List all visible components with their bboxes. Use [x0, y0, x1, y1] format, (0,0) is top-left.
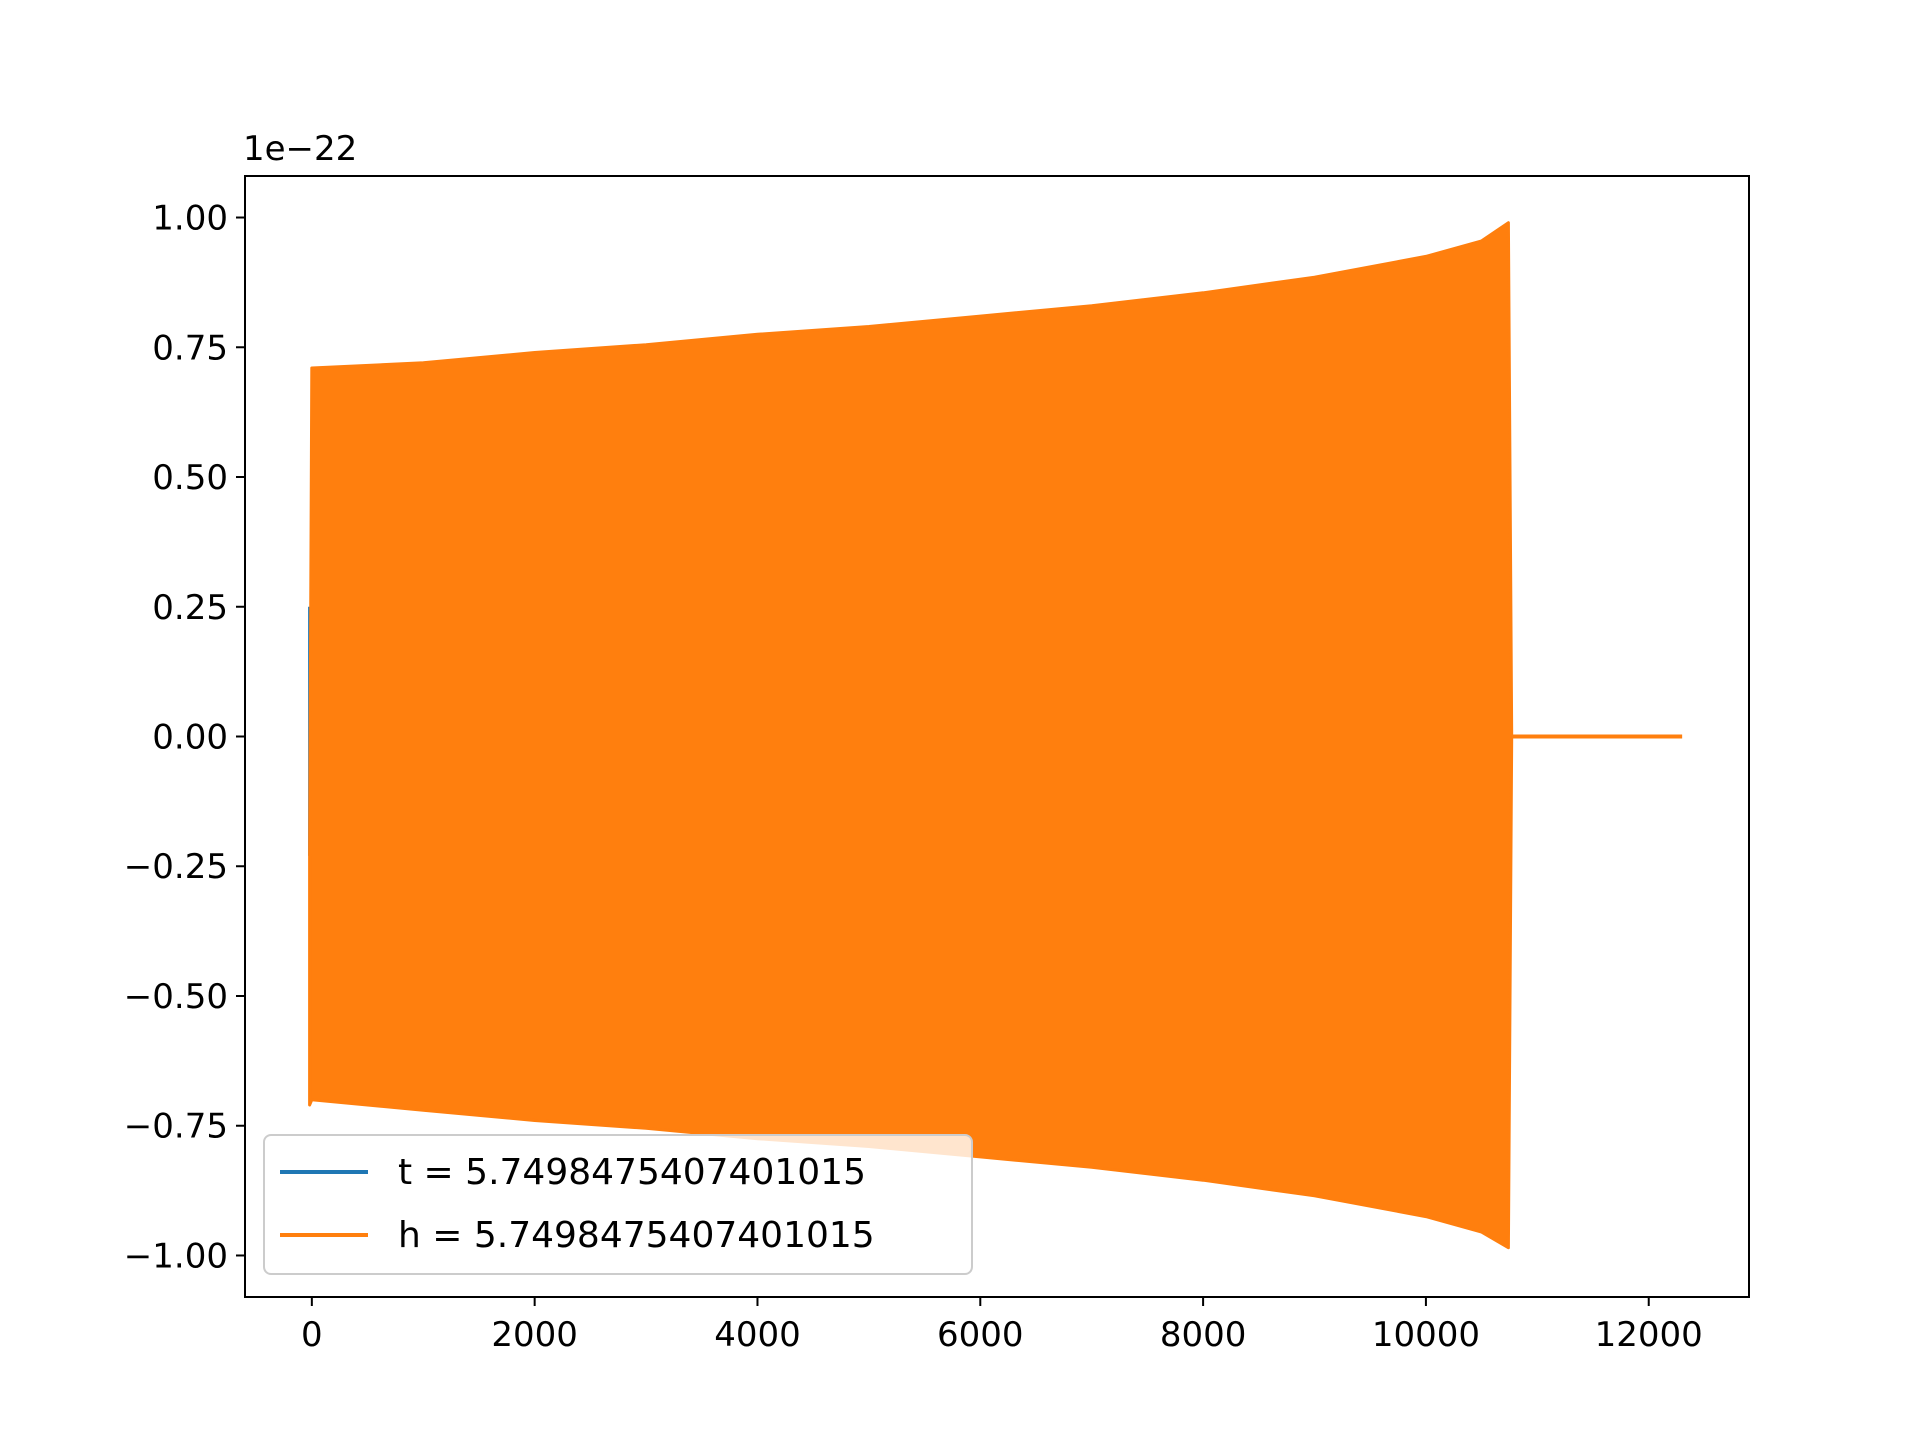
y-tick-label: 0.25: [152, 588, 228, 628]
y-tick-label: 0.50: [152, 458, 228, 498]
x-tick-label: 12000: [1595, 1315, 1703, 1355]
x-tick-label: 10000: [1372, 1315, 1480, 1355]
y-tick-label: 1.00: [152, 199, 228, 239]
y-tick-label: −0.25: [124, 847, 228, 887]
plot-area: [308, 221, 1683, 1250]
y-tick-label: −1.00: [124, 1236, 228, 1276]
legend-label-1: h = 5.7498475407401015: [398, 1215, 875, 1256]
legend-box: [263, 1134, 973, 1275]
y-tick-label: −0.50: [124, 977, 228, 1017]
y-tick-label: 0.00: [152, 718, 228, 758]
x-tick-label: 0: [301, 1315, 323, 1355]
x-tick-label: 4000: [714, 1315, 801, 1355]
series-h-oscillation: [308, 221, 1514, 1250]
legend-label-0: t = 5.7498475407401015: [398, 1152, 866, 1193]
y-axis-offset-text: 1e−22: [243, 129, 357, 169]
y-axis-ticks: 1.00 0.75 0.50 0.25 0.00 −0.25 −0.50 −0.75 −1.00: [124, 199, 245, 1276]
x-tick-label: 2000: [491, 1315, 578, 1355]
y-tick-label: −0.75: [124, 1107, 228, 1147]
x-axis-ticks: 0 2000 4000 6000 8000 10000 12000: [301, 1297, 1703, 1355]
x-tick-label: 8000: [1160, 1315, 1247, 1355]
x-tick-label: 6000: [937, 1315, 1024, 1355]
legend: t = 5.7498475407401015 h = 5.749847540740…: [263, 1134, 973, 1275]
y-tick-label: 0.75: [152, 328, 228, 368]
